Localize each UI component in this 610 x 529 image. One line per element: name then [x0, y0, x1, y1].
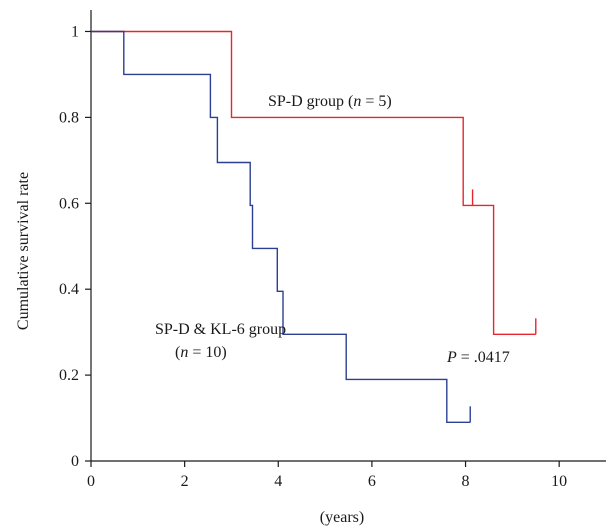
y-tick-label: 0.4	[59, 281, 79, 298]
axes	[90, 10, 606, 462]
y-axis-label: Cumulative survival rate	[15, 172, 32, 330]
y-tick-label: 0.6	[59, 195, 79, 212]
x-tick-label: 10	[551, 473, 567, 490]
sp-d-group-annotation: SP-D group (n = 5)	[268, 93, 392, 110]
y-tick-label: 1	[71, 23, 79, 40]
y-axis-ticks: 0 0.2 0.4 0.6 0.8 1	[59, 23, 91, 470]
y-tick-label: 0	[71, 453, 79, 470]
p-value-annotation: P = .0417	[446, 349, 510, 366]
sp-d-kl6-group-annotation-line2: (n = 10)	[175, 344, 227, 361]
sp-d-kl6-group-annotation-line1: SP-D & KL-6 group	[155, 321, 286, 338]
series-line-sp-d-kl6	[91, 30, 471, 423]
x-axis-ticks: 0 2 4 6 8 10	[87, 461, 567, 490]
x-tick-label: 4	[274, 473, 282, 490]
x-tick-label: 0	[87, 473, 95, 490]
x-tick-label: 8	[462, 473, 470, 490]
series-line-sp-d	[91, 30, 536, 335]
x-axis-label: (years)	[320, 509, 364, 526]
series-layer	[91, 30, 537, 423]
y-tick-label: 0.2	[59, 367, 79, 384]
x-tick-label: 6	[368, 473, 376, 490]
x-tick-label: 2	[181, 473, 189, 490]
y-tick-label: 0.8	[59, 109, 79, 126]
